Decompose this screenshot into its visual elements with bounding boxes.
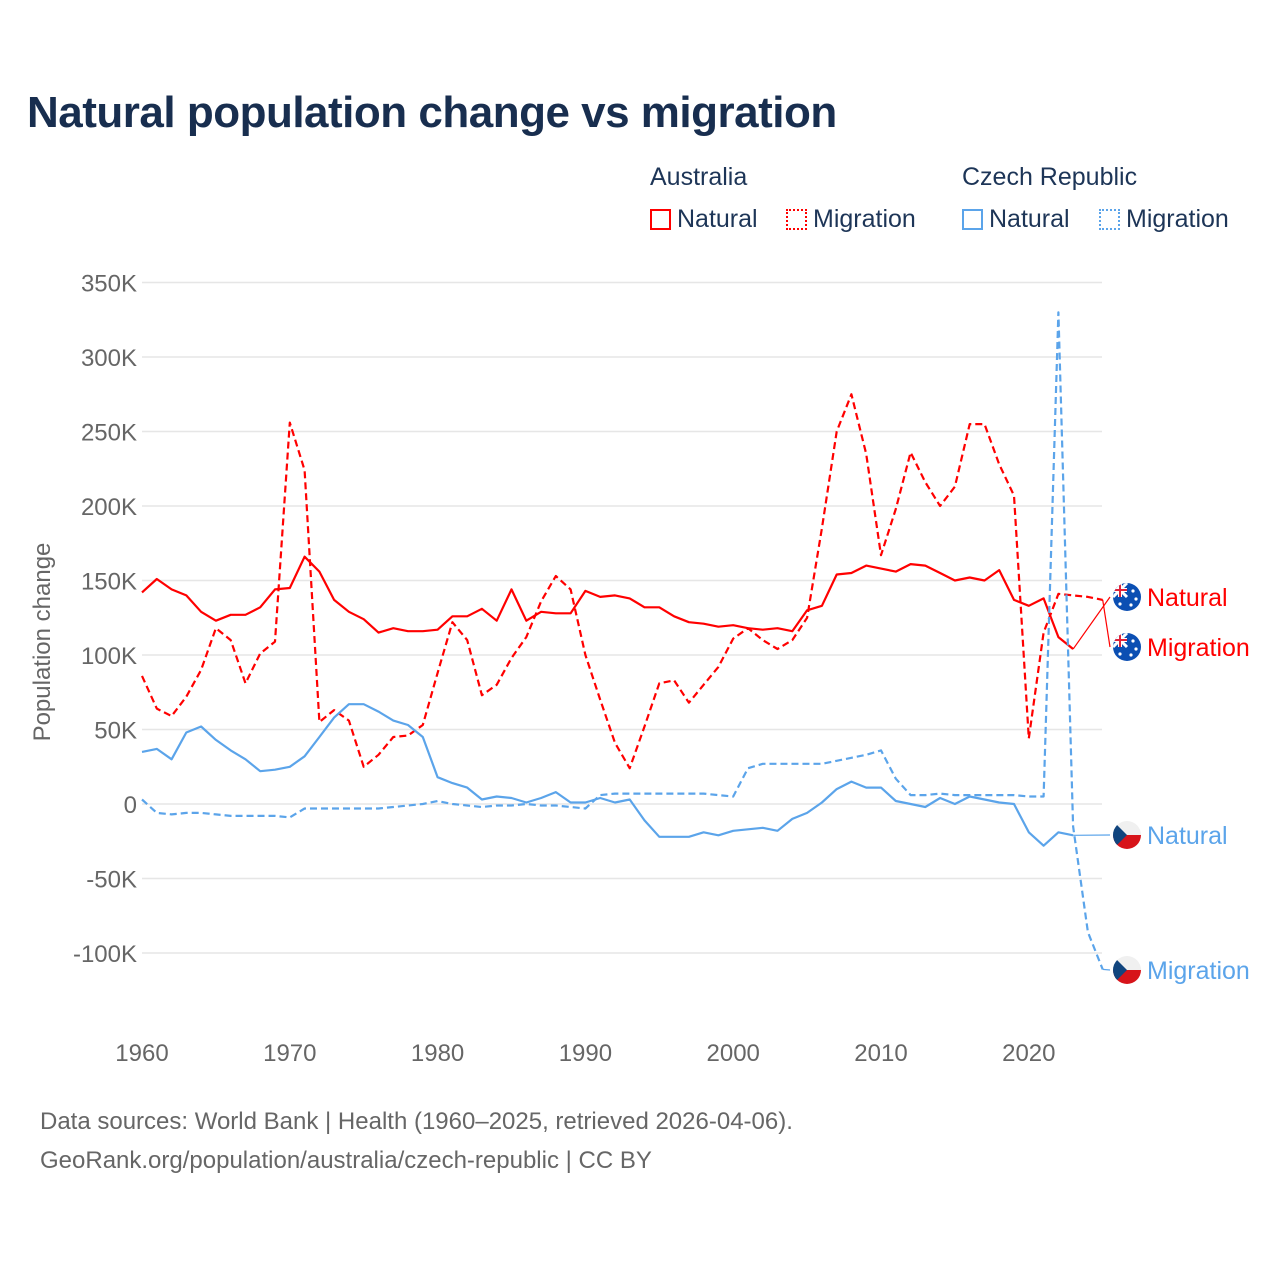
footer-sources: Data sources: World Bank | Health (1960–… [40, 1108, 793, 1135]
x-tick-label: 1970 [263, 1040, 316, 1067]
legend-group-australia: Australia [650, 163, 748, 191]
x-tick-label: 2020 [1002, 1040, 1055, 1067]
series-end-label: Migration [1147, 957, 1250, 985]
series-line-czech-republic-migration[interactable] [141, 311, 1104, 970]
page-title: Natural population change vs migration [27, 88, 837, 137]
y-tick-label: 50K [94, 718, 137, 745]
y-tick-label: -50K [86, 867, 137, 894]
series-end-label: Natural [1147, 584, 1228, 612]
y-axis-label: Population change [29, 543, 56, 742]
solid-swatch-icon [962, 209, 983, 230]
czech-flag-icon [1113, 956, 1141, 984]
y-tick-label: -100K [73, 941, 137, 968]
x-tick-label: 1990 [559, 1040, 612, 1067]
y-tick-label: 350K [81, 271, 137, 298]
legend-group-czech-republic: Czech Republic [962, 163, 1138, 191]
legend-czech-migration[interactable]: Migration [1099, 205, 1229, 234]
series-line-australia-natural[interactable] [141, 555, 1074, 650]
x-tick-label: 1960 [115, 1040, 168, 1067]
series-line-czech-republic-natural[interactable] [141, 703, 1074, 847]
solid-swatch-icon [650, 209, 671, 230]
y-tick-label: 250K [81, 420, 137, 447]
legend-label: Natural [989, 205, 1070, 233]
series-end-label: Natural [1147, 822, 1228, 850]
dashed-swatch-icon [786, 209, 807, 230]
label-connector [1102, 968, 1111, 971]
legend-label: Migration [813, 205, 916, 233]
dashed-swatch-icon [1099, 209, 1120, 230]
footer-link[interactable]: GeoRank.org/population/australia/czech-r… [40, 1147, 652, 1174]
legend-label: Migration [1126, 205, 1229, 233]
australia-flag-icon [1113, 583, 1141, 611]
legend-label: Natural [677, 205, 758, 233]
y-tick-label: 200K [81, 494, 137, 521]
czech-flag-icon [1113, 821, 1141, 849]
legend-australia-natural[interactable]: Natural [650, 205, 758, 234]
series-line-australia-migration[interactable] [140, 393, 1103, 770]
y-tick-label: 300K [81, 345, 137, 372]
label-connector [1102, 599, 1111, 648]
legend-australia-migration[interactable]: Migration [786, 205, 916, 234]
series-end-label: Migration [1147, 634, 1250, 662]
label-connector [1072, 596, 1111, 650]
x-tick-label: 2000 [707, 1040, 760, 1067]
legend-czech-natural[interactable]: Natural [962, 205, 1070, 234]
australia-flag-icon [1113, 633, 1141, 661]
y-tick-label: 100K [81, 643, 137, 670]
y-tick-label: 0 [124, 792, 137, 819]
y-tick-label: 150K [81, 569, 137, 596]
x-tick-label: 2010 [854, 1040, 907, 1067]
x-tick-label: 1980 [411, 1040, 464, 1067]
